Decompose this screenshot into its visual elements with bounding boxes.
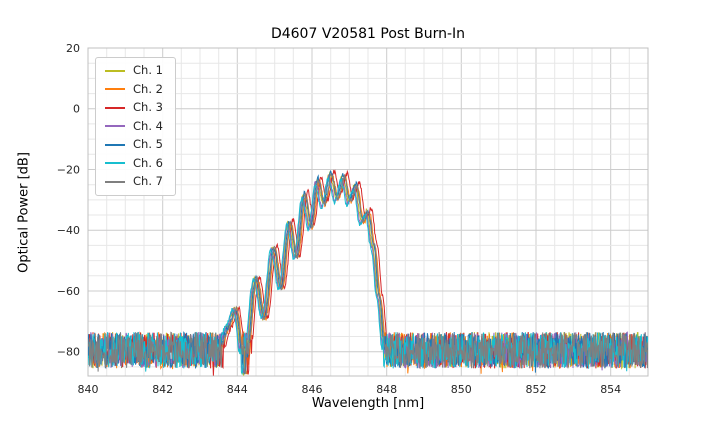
legend-label: Ch. 2 — [133, 81, 163, 96]
x-tick-label: 846 — [302, 383, 323, 396]
series-line-ch-7 — [88, 173, 648, 374]
legend-item-ch-3: Ch. 3 — [105, 100, 163, 114]
y-tick-label: −20 — [57, 164, 80, 177]
y-tick-label: −80 — [57, 346, 80, 359]
y-tick-label: −60 — [57, 285, 80, 298]
x-tick-label: 850 — [451, 383, 472, 396]
legend-item-ch-2: Ch. 2 — [105, 81, 163, 96]
legend-label: Ch. 3 — [133, 100, 163, 114]
x-tick-label: 840 — [78, 383, 99, 396]
y-tick-label: −40 — [57, 224, 80, 237]
x-axis-label: Wavelength [nm] — [311, 396, 425, 411]
x-tick-label: 844 — [227, 383, 248, 396]
legend-line-swatch — [105, 162, 125, 165]
legend-line-swatch — [105, 143, 125, 146]
y-tick-labels: 20 0 −20 −40 −60 −80 — [57, 42, 80, 359]
legend-label: Ch. 7 — [133, 174, 163, 188]
legend-label: Ch. 1 — [133, 63, 163, 77]
legend-label: Ch. 5 — [133, 137, 163, 151]
legend-line-swatch — [105, 125, 125, 128]
x-tick-label: 848 — [376, 383, 397, 396]
y-tick-label: 20 — [66, 42, 80, 55]
y-tick-label: 0 — [73, 103, 80, 116]
legend-item-ch-7: Ch. 7 — [105, 174, 163, 188]
legend-item-ch-6: Ch. 6 — [105, 155, 163, 170]
legend-line-swatch — [105, 180, 125, 183]
legend-item-ch-5: Ch. 5 — [105, 137, 163, 151]
axes-frame — [87, 47, 649, 377]
legend-label: Ch. 6 — [133, 155, 163, 170]
x-tick-label: 852 — [526, 383, 547, 396]
series-lines — [88, 169, 648, 376]
legend-line-swatch — [105, 69, 125, 72]
x-tick-label: 854 — [600, 383, 621, 396]
series-line-ch-6 — [88, 176, 648, 376]
legend-line-swatch — [105, 106, 125, 109]
x-tick-labels: 840 842 844 846 848 850 852 854 — [78, 383, 622, 396]
legend: Ch. 1 Ch. 2 Ch. 3 Ch. 4 Ch. 5 Ch. 6 Ch. 7 — [95, 57, 176, 196]
legend-line-swatch — [105, 88, 125, 91]
x-tick-label: 842 — [152, 383, 173, 396]
legend-label: Ch. 4 — [133, 118, 163, 133]
chart-title: D4607 V20581 Post Burn-In — [270, 26, 466, 42]
legend-item-ch-4: Ch. 4 — [105, 118, 163, 133]
legend-item-ch-1: Ch. 1 — [105, 63, 163, 77]
